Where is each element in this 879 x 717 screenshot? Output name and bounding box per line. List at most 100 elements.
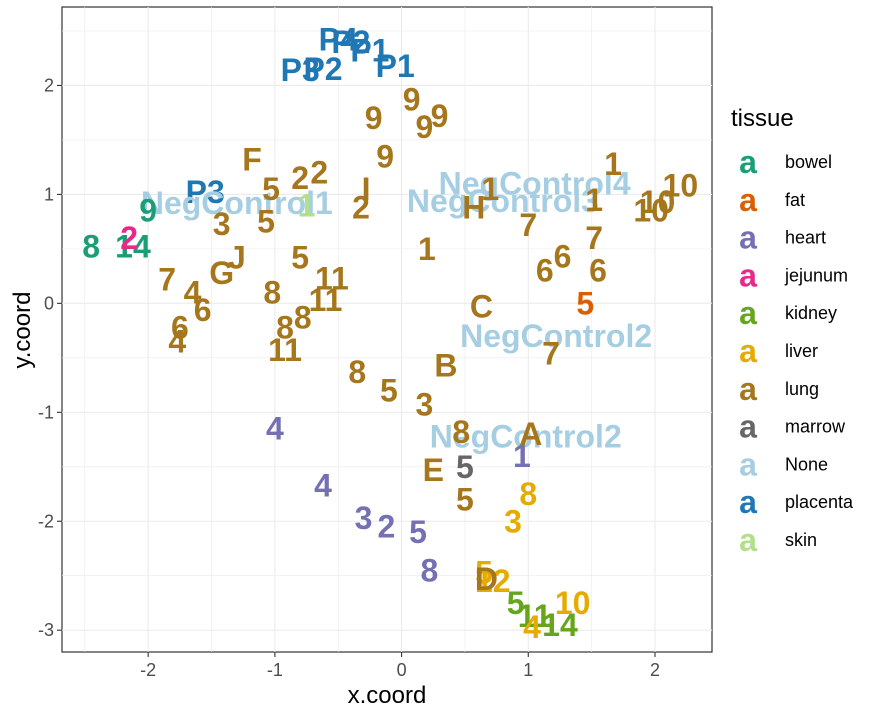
data-point-label: 3 bbox=[355, 500, 373, 536]
data-point-label: P2 bbox=[303, 51, 342, 87]
data-point-label: 1 bbox=[298, 187, 316, 223]
data-point-label: 1 bbox=[585, 182, 603, 218]
legend-label: skin bbox=[785, 530, 817, 550]
data-point-label: NegControl4 bbox=[439, 166, 631, 202]
data-point-label: 8 bbox=[276, 309, 294, 345]
legend-label: marrow bbox=[785, 417, 846, 437]
data-point-label: 5 bbox=[475, 554, 493, 590]
data-point-label: 5 bbox=[409, 514, 427, 550]
data-point-label: 5 bbox=[456, 481, 474, 517]
plot-panel bbox=[61, 6, 713, 653]
data-point-label: 6 bbox=[194, 292, 212, 328]
y-tick-label: -3 bbox=[38, 620, 54, 640]
data-point-label: 5 bbox=[456, 449, 474, 485]
data-point-label: P3 bbox=[281, 52, 320, 88]
legend-label: bowel bbox=[785, 152, 832, 172]
legend-key-glyph: a bbox=[739, 484, 757, 520]
data-point-label: 8 bbox=[294, 300, 312, 336]
data-point-label: C bbox=[470, 289, 493, 325]
data-point-label: 11 bbox=[315, 260, 349, 296]
legend-key-glyph: a bbox=[739, 333, 757, 369]
x-tick-label: -1 bbox=[267, 660, 283, 680]
data-point-label: 8 bbox=[348, 354, 366, 390]
data-point-label: 8 bbox=[421, 552, 439, 588]
data-point-label: 10 bbox=[640, 184, 676, 220]
legend-title: tissue bbox=[731, 105, 794, 132]
data-point-label: 2 bbox=[120, 220, 138, 256]
data-point-label: 11 bbox=[268, 332, 302, 368]
data-point-label: 11 bbox=[518, 598, 552, 634]
legend-key-glyph: a bbox=[739, 257, 757, 293]
data-point-label: NegControl2 bbox=[460, 318, 652, 354]
data-point-label: 1 bbox=[418, 231, 436, 267]
data-point-label: 6 bbox=[589, 253, 607, 289]
data-point-label: 4 bbox=[184, 274, 202, 310]
legend-key-glyph: a bbox=[739, 522, 757, 558]
data-point-label: NegControl1 bbox=[141, 185, 333, 221]
data-point-label: P3 bbox=[186, 174, 225, 210]
y-tick-label: -1 bbox=[38, 402, 54, 422]
data-point-label: P1 bbox=[350, 33, 389, 69]
data-point-label: 7 bbox=[519, 207, 537, 243]
legend-key-glyph: a bbox=[739, 220, 757, 256]
data-point-label: D bbox=[475, 561, 498, 597]
grid-lines bbox=[62, 7, 712, 652]
data-point-label: 1 bbox=[481, 171, 499, 207]
y-tick-label: 2 bbox=[44, 75, 54, 95]
data-point-label: 10 bbox=[663, 168, 699, 204]
x-tick-label: 2 bbox=[650, 660, 660, 680]
data-point-label: 4 bbox=[523, 609, 541, 645]
data-point-label: 9 bbox=[365, 100, 383, 136]
data-point-label: 5 bbox=[291, 240, 309, 276]
data-point-label: 5 bbox=[507, 585, 525, 621]
data-point-label: NegControl3 bbox=[407, 183, 599, 219]
data-point-label: 9 bbox=[431, 98, 449, 134]
legend-label: placenta bbox=[785, 492, 854, 512]
data-point-label: P2 bbox=[331, 24, 370, 60]
x-axis-title: x.coord bbox=[348, 682, 427, 709]
data-point-label: E bbox=[423, 452, 444, 488]
data-point-label: 9 bbox=[415, 109, 433, 145]
y-tick-label: -2 bbox=[38, 511, 54, 531]
data-point-label: 9 bbox=[139, 193, 157, 229]
data-point-label: 2 bbox=[291, 160, 309, 196]
data-point-label: 11 bbox=[309, 282, 343, 318]
data-point-label: 8 bbox=[519, 476, 537, 512]
data-point-label: 1 bbox=[513, 438, 531, 474]
data-point-label: B bbox=[434, 347, 457, 383]
y-tick-label: 1 bbox=[44, 184, 54, 204]
data-point-label: G bbox=[209, 255, 234, 291]
data-point-label: 8 bbox=[263, 274, 281, 310]
data-point-label: 9 bbox=[376, 138, 394, 174]
data-point-label: 5 bbox=[380, 373, 398, 409]
data-point-label: 2 bbox=[352, 189, 370, 225]
legend: a bowel a fat a heart a jejunum a kidney a liver a lu… bbox=[739, 144, 854, 558]
data-point-label: 4 bbox=[168, 323, 186, 359]
legend-label: fat bbox=[785, 190, 805, 210]
legend-key-glyph: a bbox=[739, 446, 757, 482]
data-point-label: I bbox=[362, 171, 371, 207]
data-point-label: P4 bbox=[319, 22, 358, 58]
data-point-label: F bbox=[242, 142, 262, 178]
data-point-label: P1 bbox=[376, 48, 415, 84]
data-point-label: 14 bbox=[115, 229, 151, 265]
data-point-label: 7 bbox=[585, 220, 603, 256]
data-point-label: 4 bbox=[266, 411, 284, 447]
data-point-label: 3 bbox=[415, 387, 433, 423]
data-point-label: 2 bbox=[310, 155, 328, 191]
y-tick-label: 0 bbox=[44, 293, 54, 313]
x-tick-label: 0 bbox=[397, 660, 407, 680]
data-point-label: 10 bbox=[555, 585, 591, 621]
legend-label: None bbox=[785, 454, 828, 474]
data-point-label: 10 bbox=[633, 193, 669, 229]
data-point-label: 5 bbox=[576, 285, 594, 321]
data-point-label: 8 bbox=[82, 229, 100, 265]
data-point-label: H bbox=[462, 189, 485, 225]
legend-label: kidney bbox=[785, 303, 837, 323]
data-point-label: 4 bbox=[314, 467, 332, 503]
legend-label: jejunum bbox=[784, 265, 848, 285]
data-point-label: 14 bbox=[542, 607, 578, 643]
